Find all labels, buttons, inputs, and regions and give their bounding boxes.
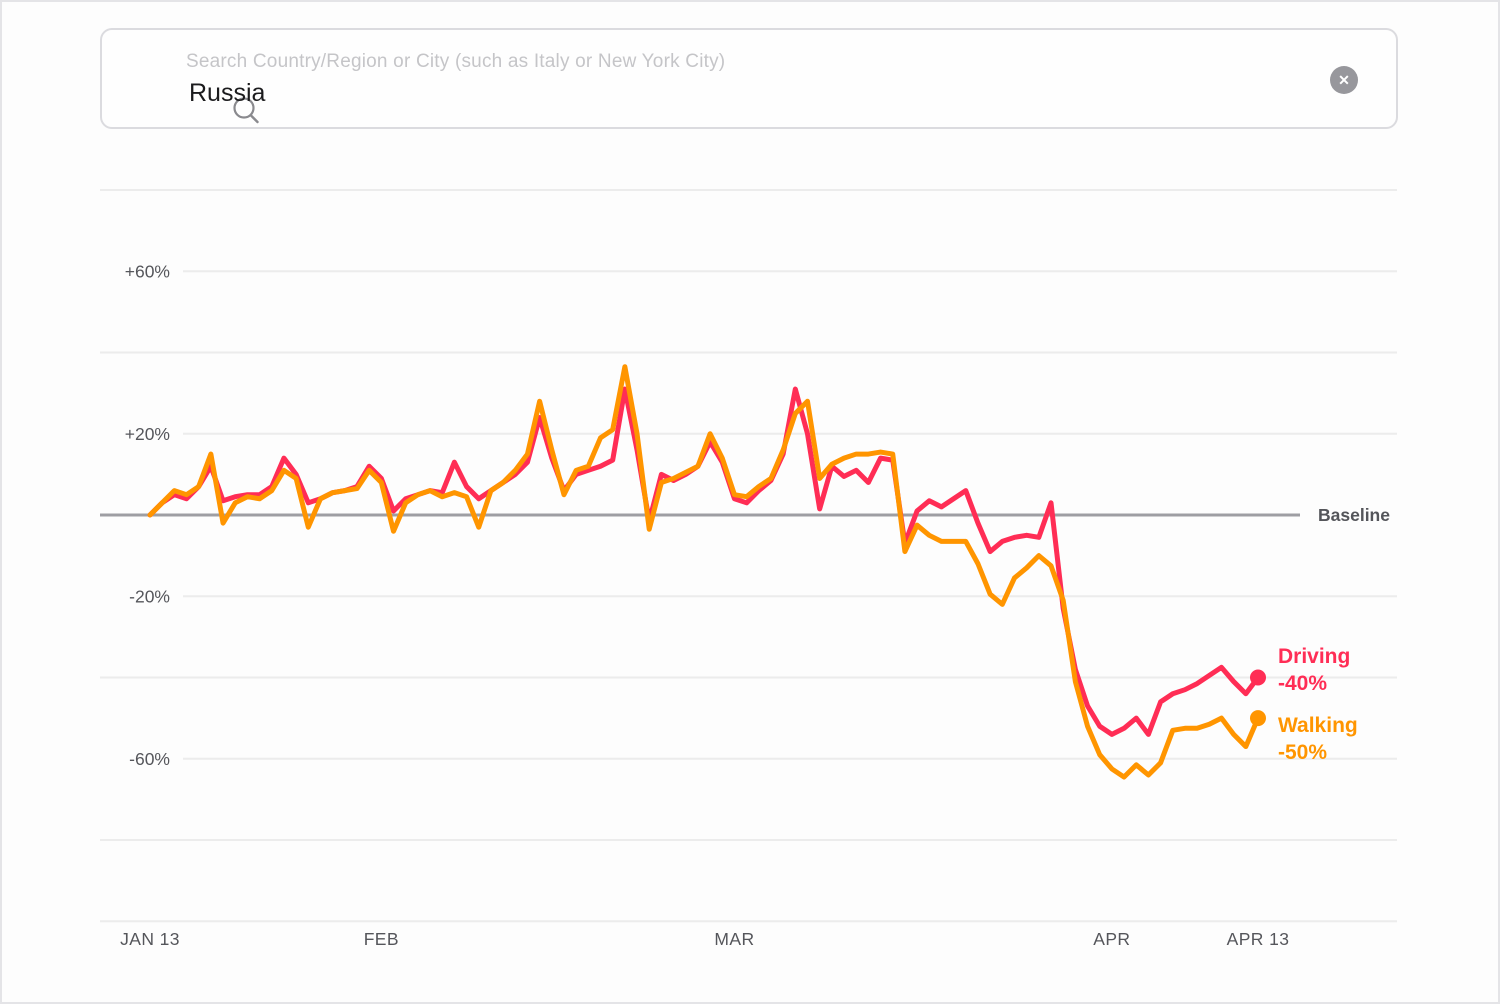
driving-end-dot — [1250, 669, 1266, 686]
close-icon: ✕ — [1338, 72, 1350, 88]
mobility-trends-chart: +60% +20% -20% -60% JAN 13 FEB MAR APR APR 13 — [100, 189, 1397, 949]
walking-line — [147, 364, 1261, 780]
x-axis-label: APR — [1093, 929, 1130, 949]
search-input[interactable]: Russia — [189, 79, 266, 107]
walking-legend-value: -50% — [1278, 741, 1328, 764]
driving-legend: Driving -40% — [1278, 643, 1350, 697]
x-axis-label: JAN 13 — [120, 929, 180, 949]
x-axis-label: FEB — [364, 929, 399, 949]
driving-legend-name: Driving — [1278, 645, 1351, 668]
y-axis-label: -60% — [129, 749, 170, 769]
y-axis-label: -20% — [129, 586, 170, 606]
walking-end-dot — [1250, 710, 1266, 727]
x-axis-label: MAR — [714, 929, 754, 949]
baseline-label: Baseline — [1318, 505, 1390, 525]
walking-legend: Walking -50% — [1278, 712, 1358, 766]
y-axis-label: +20% — [125, 424, 170, 444]
driving-legend-value: -40% — [1278, 672, 1328, 695]
x-axis-label: APR 13 — [1227, 929, 1290, 949]
walking-legend-name: Walking — [1278, 714, 1358, 737]
clear-search-button[interactable]: ✕ — [1330, 66, 1358, 94]
driving-line — [147, 386, 1261, 737]
y-axis-label: +60% — [125, 261, 170, 281]
search-field[interactable]: Search Country/Region or City (such as I… — [100, 28, 1398, 129]
search-placeholder: Search Country/Region or City (such as I… — [186, 51, 726, 72]
search-icon — [228, 93, 264, 129]
